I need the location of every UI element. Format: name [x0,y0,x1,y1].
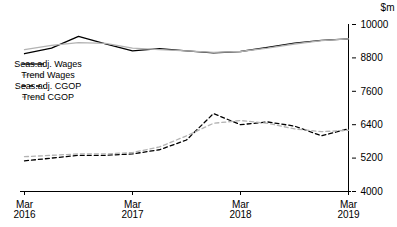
svg-text:4000: 4000 [361,186,384,197]
svg-text:Mar2018: Mar2018 [229,199,252,220]
svg-text:$m: $m [381,2,395,13]
svg-text:Trend Wages: Trend Wages [21,70,75,80]
svg-text:6400: 6400 [361,119,384,130]
svg-text:5200: 5200 [361,152,384,163]
svg-text:Mar2017: Mar2017 [121,199,144,220]
svg-text:10000: 10000 [361,19,389,30]
svg-text:Seas.adj. Wages: Seas.adj. Wages [14,59,82,69]
svg-text:8800: 8800 [361,52,384,63]
svg-text:Seas.adj. CGOP: Seas.adj. CGOP [15,81,82,91]
svg-text:Trend CGOP: Trend CGOP [22,92,74,102]
svg-text:7600: 7600 [361,86,384,97]
svg-text:Mar2016: Mar2016 [13,199,36,220]
svg-text:Mar2019: Mar2019 [337,199,360,220]
